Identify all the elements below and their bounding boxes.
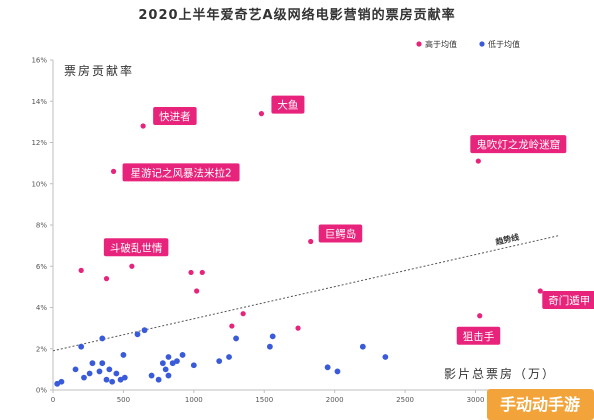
y-tick-label: 16%	[31, 57, 47, 65]
point-label: 大鱼	[277, 99, 298, 112]
point-label-box	[153, 107, 197, 125]
point-label-box	[318, 224, 363, 243]
point-above-average	[103, 276, 110, 282]
point-below-average	[134, 331, 141, 338]
point-below-average	[81, 374, 87, 381]
point-below-average	[58, 378, 65, 385]
point-above-average	[194, 288, 200, 294]
y-tick-label: 0%	[36, 387, 47, 395]
legend-marker-above-average	[416, 41, 422, 47]
x-axis-title: 影片总票房（万）	[444, 366, 556, 381]
point-below-average	[78, 343, 85, 350]
x-tick-label: 1500	[255, 396, 273, 404]
chart-title: 2020上半年爱奇艺A级网络电影营销的票房贡献率	[138, 7, 455, 23]
point-below-average	[190, 362, 197, 369]
point-below-average	[155, 376, 162, 383]
legend-marker-below-average	[479, 41, 485, 47]
legend-label-above-average: 高于均值	[425, 39, 457, 49]
x-tick-label: 2000	[326, 396, 344, 404]
watermark-text: 手动动手游	[500, 395, 580, 414]
point-below-average	[269, 333, 276, 340]
watermark: 手动动手游	[487, 389, 594, 420]
point-label: 奇门遁甲	[548, 294, 590, 307]
y-tick-label: 8%	[36, 222, 47, 230]
point-above-average	[199, 269, 205, 276]
point-above-average	[188, 269, 194, 276]
point-above-average	[78, 267, 84, 273]
point-below-average	[266, 343, 273, 350]
point-above-average	[308, 238, 314, 245]
points-layer	[54, 111, 543, 387]
point-label-box	[470, 135, 567, 154]
y-tick-label: 14%	[31, 98, 47, 106]
y-tick-label: 2%	[36, 345, 47, 353]
point-label-box	[456, 326, 501, 345]
point-above-average	[475, 158, 481, 164]
point-above-average	[110, 168, 117, 174]
point-below-average	[174, 358, 180, 365]
point-label: 鬼吹灯之龙岭迷窟	[476, 138, 560, 151]
point-label-box	[542, 291, 594, 309]
legend-label-below-average: 低于均值	[488, 39, 520, 49]
x-tick-label: 1000	[185, 396, 203, 404]
y-tick-label: 12%	[31, 139, 47, 147]
x-tick-label: 2500	[396, 396, 414, 404]
point-below-average	[324, 364, 331, 371]
point-below-average	[159, 360, 166, 367]
trendline-label: 趋势线	[493, 232, 520, 247]
point-below-average	[165, 354, 172, 360]
point-below-average	[86, 370, 93, 377]
point-below-average	[109, 378, 116, 385]
x-tick-label: 3000	[467, 396, 485, 404]
point-below-average	[96, 368, 103, 375]
point-above-average	[258, 111, 265, 117]
point-below-average	[162, 366, 169, 373]
point-label: 星游记之风暴法米拉2	[130, 166, 231, 179]
point-above-average	[229, 323, 235, 329]
point-label-box	[122, 163, 240, 182]
point-below-average	[359, 343, 366, 350]
point-above-average	[477, 313, 483, 319]
point-above-average	[537, 288, 543, 294]
point-label: 巨鳄岛	[325, 228, 357, 241]
point-below-average	[103, 376, 110, 383]
point-above-average	[140, 123, 146, 129]
point-label-box	[103, 238, 169, 257]
trendline	[52, 234, 561, 352]
point-below-average	[99, 360, 106, 367]
point-below-average	[233, 335, 239, 342]
point-below-average	[382, 354, 389, 360]
point-below-average	[72, 366, 79, 373]
point-below-average	[334, 368, 341, 375]
y-tick-label: 4%	[36, 304, 47, 312]
y-tick-label: 6%	[36, 263, 47, 271]
point-below-average	[141, 327, 148, 334]
point-label-box	[271, 95, 305, 114]
point-above-average	[295, 325, 301, 331]
point-above-average	[240, 311, 246, 317]
point-below-average	[106, 366, 113, 373]
x-tick-label: 500	[117, 396, 130, 404]
point-below-average	[113, 370, 120, 377]
point-below-average	[120, 352, 127, 358]
point-label: 斗破乱世情	[110, 241, 163, 254]
point-label: 快进者	[159, 111, 191, 123]
point-above-average	[129, 263, 135, 269]
watermark-background	[487, 389, 594, 420]
legend: 高于均值 低于均值	[416, 39, 520, 49]
point-below-average	[179, 352, 186, 358]
point-below-average	[226, 354, 232, 360]
point-label: 狙击手	[463, 330, 495, 343]
point-below-average	[99, 335, 106, 342]
point-below-average	[89, 360, 96, 367]
point-below-average	[121, 374, 128, 381]
x-tick-label: 0	[51, 396, 55, 404]
y-axis-title: 票房贡献率	[64, 63, 134, 78]
point-below-average	[216, 358, 223, 365]
point-below-average	[148, 372, 155, 379]
point-below-average	[165, 372, 172, 379]
y-tick-label: 10%	[31, 180, 47, 188]
